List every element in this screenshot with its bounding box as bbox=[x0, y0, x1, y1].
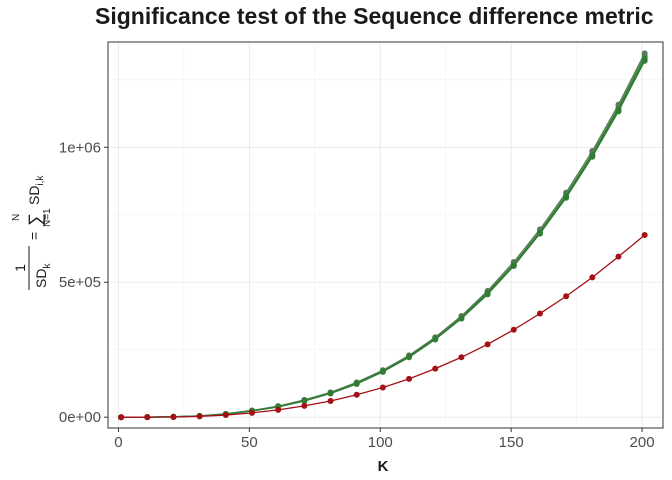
data-point bbox=[458, 314, 465, 321]
x-axis-label: K bbox=[378, 458, 389, 475]
series-line bbox=[121, 55, 646, 418]
data-point bbox=[432, 335, 439, 342]
series-3 bbox=[118, 53, 648, 421]
y-label-sum-symbol: ∑ bbox=[25, 213, 45, 226]
data-point bbox=[641, 232, 648, 238]
series-line bbox=[121, 53, 646, 418]
data-point bbox=[327, 398, 334, 405]
data-point bbox=[484, 290, 491, 297]
data-point bbox=[641, 50, 648, 57]
x-tick-label: 200 bbox=[630, 434, 655, 451]
data-point bbox=[301, 402, 308, 409]
chart-title: Significance test of the Sequence differ… bbox=[95, 3, 654, 29]
data-point bbox=[589, 274, 596, 281]
data-point bbox=[484, 341, 491, 348]
x-axis: 0 50 100 150 200 bbox=[114, 428, 655, 451]
y-label-equals: = bbox=[26, 232, 42, 240]
data-point bbox=[222, 412, 229, 419]
x-tick-label: 50 bbox=[241, 434, 258, 451]
data-point bbox=[563, 193, 570, 200]
data-point bbox=[301, 397, 308, 404]
y-label-term: SDi,k bbox=[26, 175, 46, 205]
y-label-sum-bottom: N=1 bbox=[42, 208, 53, 227]
data-point bbox=[144, 414, 151, 421]
data-point bbox=[615, 106, 622, 113]
data-point bbox=[170, 413, 177, 420]
data-point bbox=[563, 293, 570, 300]
data-point bbox=[536, 229, 543, 236]
data-point bbox=[353, 380, 360, 387]
y-axis-label: 1 SDk = N ∑ N=1 SDi,k bbox=[11, 175, 53, 290]
data-point bbox=[379, 368, 386, 375]
series-1 bbox=[118, 232, 648, 421]
data-point bbox=[406, 353, 413, 360]
y-tick-label: 0e+00 bbox=[59, 409, 101, 426]
series-4 bbox=[118, 50, 648, 421]
y-tick-label: 1e+06 bbox=[59, 139, 101, 156]
panel-border bbox=[107, 41, 664, 429]
y-label-sum-top: N bbox=[11, 214, 22, 221]
series-5 bbox=[118, 55, 648, 421]
data-point bbox=[406, 375, 413, 382]
y-label-frac-num: 1 bbox=[12, 264, 28, 272]
data-point bbox=[196, 413, 203, 420]
y-label-frac-den: SDk bbox=[33, 263, 53, 288]
data-point bbox=[641, 55, 648, 62]
data-point bbox=[248, 409, 255, 416]
data-point bbox=[536, 310, 543, 317]
x-tick-label: 100 bbox=[368, 434, 393, 451]
series-line bbox=[121, 58, 646, 418]
data-point bbox=[327, 390, 334, 397]
data-point bbox=[510, 326, 517, 333]
series-line bbox=[121, 60, 646, 418]
grid bbox=[108, 42, 663, 428]
y-axis: 0e+00 5e+05 1e+06 bbox=[59, 139, 108, 426]
data-point bbox=[510, 262, 517, 269]
data-point bbox=[615, 253, 622, 260]
data-point bbox=[432, 365, 439, 372]
data-point bbox=[118, 414, 125, 421]
data-point bbox=[458, 354, 465, 361]
data-point bbox=[379, 384, 386, 391]
data-point bbox=[353, 391, 360, 398]
series-layer bbox=[118, 50, 648, 421]
y-tick-label: 5e+05 bbox=[59, 274, 101, 291]
x-tick-label: 150 bbox=[499, 434, 524, 451]
x-tick-label: 0 bbox=[114, 434, 122, 451]
series-2 bbox=[118, 57, 648, 421]
data-point bbox=[275, 406, 282, 413]
data-point bbox=[589, 152, 596, 159]
